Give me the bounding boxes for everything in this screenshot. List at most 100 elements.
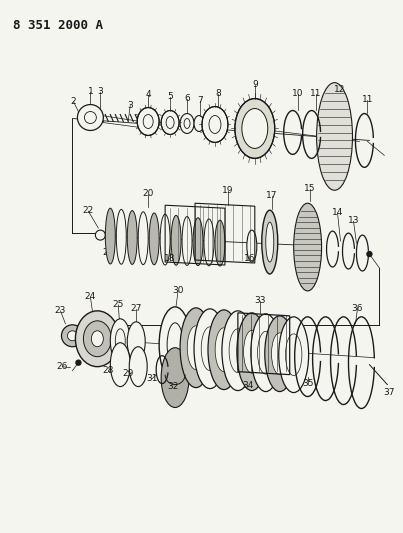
Ellipse shape <box>229 329 247 373</box>
Ellipse shape <box>62 325 83 347</box>
Text: 13: 13 <box>348 216 359 225</box>
Text: 25: 25 <box>112 300 124 309</box>
Text: 11: 11 <box>361 94 373 103</box>
Ellipse shape <box>75 311 119 367</box>
Ellipse shape <box>265 316 295 392</box>
Ellipse shape <box>96 230 105 240</box>
Text: 36: 36 <box>352 304 363 313</box>
Ellipse shape <box>83 321 111 357</box>
Ellipse shape <box>160 214 170 265</box>
Text: 21: 21 <box>103 248 114 257</box>
Circle shape <box>76 360 81 365</box>
Text: 7: 7 <box>197 95 203 104</box>
Ellipse shape <box>251 314 281 392</box>
Ellipse shape <box>201 327 219 370</box>
Text: 32: 32 <box>167 382 179 391</box>
Text: 35: 35 <box>302 378 314 387</box>
Text: 18: 18 <box>164 254 176 263</box>
Ellipse shape <box>149 213 159 265</box>
Ellipse shape <box>204 219 214 266</box>
Ellipse shape <box>294 203 322 291</box>
Ellipse shape <box>143 115 153 128</box>
Ellipse shape <box>202 107 228 142</box>
Text: 2: 2 <box>71 96 76 106</box>
Text: 29: 29 <box>123 369 134 377</box>
Ellipse shape <box>91 331 103 347</box>
Text: 11: 11 <box>310 88 321 98</box>
Ellipse shape <box>161 110 179 134</box>
Ellipse shape <box>129 347 147 386</box>
Text: 23: 23 <box>55 306 66 315</box>
Ellipse shape <box>317 83 353 190</box>
Text: 24: 24 <box>85 292 96 301</box>
Text: 27: 27 <box>131 304 142 313</box>
Text: 37: 37 <box>384 387 395 397</box>
Text: 26: 26 <box>57 361 68 370</box>
Text: 8: 8 <box>215 88 221 98</box>
Ellipse shape <box>84 111 96 124</box>
Ellipse shape <box>180 114 194 133</box>
Text: 1: 1 <box>87 86 93 95</box>
Ellipse shape <box>258 332 274 374</box>
Text: 9: 9 <box>252 79 258 88</box>
Ellipse shape <box>116 209 126 264</box>
Ellipse shape <box>182 216 192 265</box>
Ellipse shape <box>247 230 257 262</box>
Ellipse shape <box>193 218 203 265</box>
Text: 6: 6 <box>184 94 190 102</box>
Ellipse shape <box>67 331 77 341</box>
Text: 20: 20 <box>143 189 154 198</box>
Text: 22: 22 <box>83 206 94 215</box>
Text: 33: 33 <box>254 296 266 305</box>
Ellipse shape <box>167 323 183 367</box>
Ellipse shape <box>262 210 278 274</box>
Ellipse shape <box>237 313 267 391</box>
Ellipse shape <box>115 329 125 353</box>
Ellipse shape <box>243 330 260 373</box>
Text: 4: 4 <box>145 90 151 99</box>
Text: 12: 12 <box>334 85 345 94</box>
Ellipse shape <box>105 208 115 264</box>
Ellipse shape <box>77 104 103 131</box>
Text: 8 351 2000 A: 8 351 2000 A <box>12 19 103 32</box>
Text: 15: 15 <box>304 184 316 193</box>
Ellipse shape <box>171 215 181 265</box>
Ellipse shape <box>187 326 205 370</box>
Circle shape <box>367 252 372 256</box>
Text: 19: 19 <box>222 186 234 195</box>
Ellipse shape <box>161 348 189 408</box>
Text: 28: 28 <box>103 366 114 375</box>
Ellipse shape <box>215 220 225 266</box>
Ellipse shape <box>266 222 274 262</box>
Text: 14: 14 <box>332 208 343 217</box>
Ellipse shape <box>215 328 233 372</box>
Text: 3: 3 <box>98 86 103 95</box>
Ellipse shape <box>166 117 174 128</box>
Ellipse shape <box>137 108 159 135</box>
Ellipse shape <box>194 309 226 389</box>
Text: 34: 34 <box>242 381 253 390</box>
Ellipse shape <box>127 322 145 362</box>
Ellipse shape <box>127 211 137 264</box>
Ellipse shape <box>242 109 268 148</box>
Text: 17: 17 <box>266 191 278 200</box>
Ellipse shape <box>194 116 204 132</box>
Ellipse shape <box>208 310 240 390</box>
Ellipse shape <box>159 307 191 383</box>
Ellipse shape <box>272 333 288 375</box>
Text: 3: 3 <box>127 101 133 110</box>
Ellipse shape <box>184 118 190 128</box>
Text: 16: 16 <box>244 254 256 263</box>
Text: 10: 10 <box>292 88 303 98</box>
Ellipse shape <box>110 343 130 386</box>
Ellipse shape <box>285 334 302 376</box>
Text: 31: 31 <box>146 374 158 383</box>
Ellipse shape <box>110 319 130 362</box>
Text: 30: 30 <box>172 286 184 295</box>
Ellipse shape <box>279 317 309 393</box>
Ellipse shape <box>180 308 212 387</box>
Text: 5: 5 <box>167 92 173 101</box>
Ellipse shape <box>222 311 254 391</box>
Ellipse shape <box>235 99 275 158</box>
Ellipse shape <box>209 116 221 133</box>
